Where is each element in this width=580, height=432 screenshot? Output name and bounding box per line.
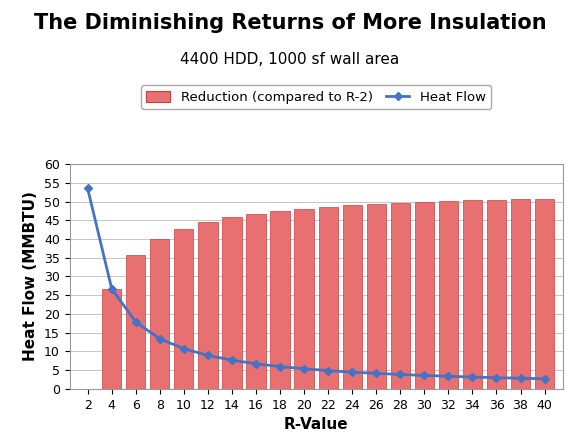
Bar xyxy=(270,211,289,389)
Bar xyxy=(415,202,434,389)
Text: 4400 HDD, 1000 sf wall area: 4400 HDD, 1000 sf wall area xyxy=(180,52,400,67)
Bar xyxy=(150,238,169,389)
Bar xyxy=(438,201,458,389)
Bar xyxy=(174,229,194,389)
Legend: Reduction (compared to R-2), Heat Flow: Reduction (compared to R-2), Heat Flow xyxy=(141,86,491,109)
Bar xyxy=(367,204,386,389)
Text: The Diminishing Returns of More Insulation: The Diminishing Returns of More Insulati… xyxy=(34,13,546,33)
Bar xyxy=(487,200,506,389)
Bar xyxy=(295,209,314,389)
Bar xyxy=(222,217,241,389)
Bar xyxy=(102,289,121,389)
Bar xyxy=(198,222,218,389)
Bar xyxy=(511,199,530,389)
Bar xyxy=(535,199,554,389)
Y-axis label: Heat Flow (MMBTU): Heat Flow (MMBTU) xyxy=(23,191,38,362)
Bar xyxy=(391,203,410,389)
Bar xyxy=(463,200,482,389)
Bar xyxy=(126,255,146,389)
X-axis label: R-Value: R-Value xyxy=(284,417,349,432)
Bar xyxy=(318,206,338,389)
Bar xyxy=(246,213,266,389)
Bar xyxy=(343,205,362,389)
